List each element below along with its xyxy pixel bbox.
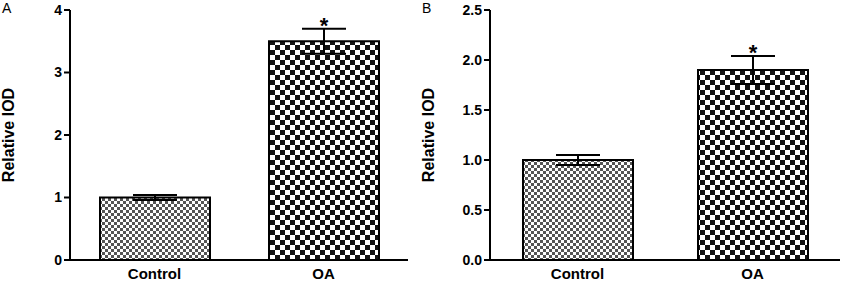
svg-text:Control: Control bbox=[128, 265, 181, 282]
svg-text:OA: OA bbox=[312, 265, 335, 282]
svg-text:0.5: 0.5 bbox=[463, 202, 483, 218]
svg-text:4: 4 bbox=[54, 2, 62, 18]
html-text:B: B bbox=[422, 0, 432, 16]
svg-text:Control: Control bbox=[551, 265, 604, 282]
svg-text:1: 1 bbox=[54, 189, 62, 205]
svg-text:1.5: 1.5 bbox=[463, 102, 483, 118]
svg-text:Relative IOD: Relative IOD bbox=[420, 88, 437, 182]
svg-text:2.0: 2.0 bbox=[463, 52, 483, 68]
svg-text:*: * bbox=[749, 40, 758, 65]
svg-text:Relative IOD: Relative IOD bbox=[8, 88, 17, 182]
svg-text:0.0: 0.0 bbox=[463, 252, 483, 268]
svg-text:OA: OA bbox=[741, 265, 764, 282]
svg-text:2: 2 bbox=[54, 127, 62, 143]
svg-text:*: * bbox=[320, 13, 329, 38]
svg-text:0: 0 bbox=[54, 252, 62, 268]
svg-text:2.5: 2.5 bbox=[463, 2, 483, 18]
svg-text:3: 3 bbox=[54, 64, 62, 80]
html-text:A: A bbox=[2, 0, 12, 16]
svg-text:1.0: 1.0 bbox=[463, 152, 483, 168]
